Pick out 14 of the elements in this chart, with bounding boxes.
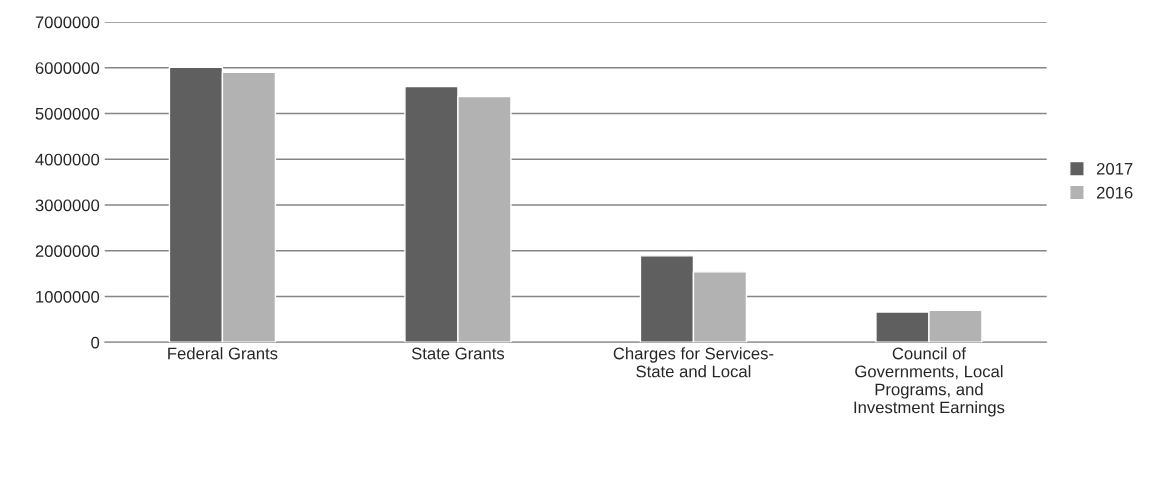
x-tick-label: Federal Grants	[168, 347, 278, 360]
y-tick-label: 5000000	[35, 107, 100, 120]
y-tick-label: 7000000	[35, 16, 100, 29]
y-tick-label: 1000000	[36, 290, 100, 303]
x-tick-label: Council of Governments, Local Programs, and Investment Earnings	[854, 347, 1005, 417]
x-tick-label: Charges for Services- State and Local	[613, 347, 774, 378]
y-tick-label: 2000000	[35, 245, 100, 257]
y-tick-label: 6000000	[35, 62, 100, 74]
y-tick-label: 0	[91, 336, 100, 349]
y-tick-label: 4000000	[35, 153, 100, 166]
legend-label: 2017	[1096, 162, 1133, 175]
legend-label: 2016	[1096, 186, 1133, 199]
x-tick-label: State Grants	[411, 347, 505, 360]
y-tick-label: 3000000	[35, 199, 100, 212]
